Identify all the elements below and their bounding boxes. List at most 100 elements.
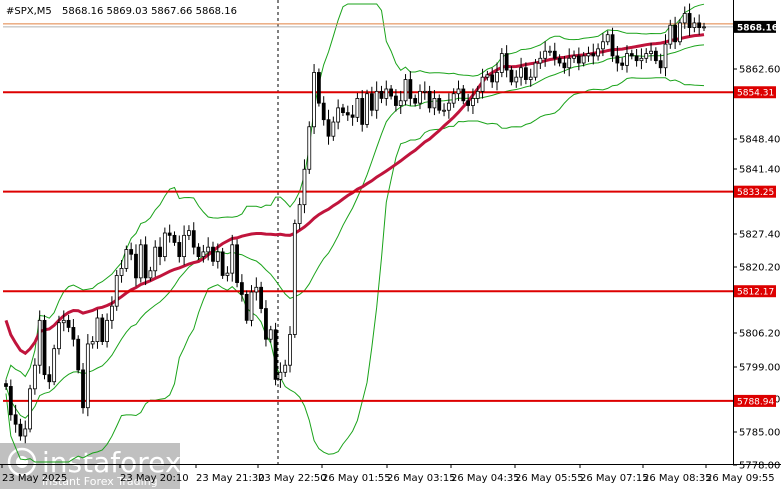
candle — [302, 159, 307, 214]
candle — [187, 225, 191, 241]
candle — [201, 244, 206, 263]
candle-body — [129, 249, 134, 255]
candle-body — [653, 50, 658, 62]
candle-body — [13, 414, 18, 425]
candle — [625, 45, 629, 73]
candle-body — [182, 234, 187, 258]
candle — [350, 105, 355, 126]
candle-body — [114, 275, 119, 307]
candle-body — [403, 79, 408, 102]
candle-body — [273, 329, 278, 380]
candle — [644, 48, 649, 63]
candle-body — [687, 13, 692, 29]
x-tick-label: 26 May 05:55 — [515, 473, 584, 484]
candle-body — [702, 26, 706, 29]
candle-body — [596, 48, 600, 57]
candle — [341, 103, 345, 116]
candle-body — [586, 53, 591, 57]
candle-body — [230, 244, 235, 274]
candle-body — [495, 72, 499, 83]
level-badge-label: 5833.25 — [737, 188, 774, 198]
y-tick-label: 5820.20 — [739, 263, 780, 274]
candle — [264, 300, 268, 347]
x-tick-label: 26 May 09:55 — [706, 473, 775, 484]
chart-header: #SPX,M5 5868.16 5869.03 5867.66 5868.16 — [6, 6, 237, 17]
candle — [692, 17, 697, 33]
candle-body — [326, 119, 331, 137]
candle — [408, 71, 413, 106]
candle-body — [90, 341, 95, 345]
candle — [413, 94, 418, 107]
candle — [687, 3, 692, 37]
candle — [129, 242, 134, 261]
candle-body — [138, 244, 143, 279]
candle-body — [615, 55, 620, 64]
candle-body — [8, 386, 13, 416]
level-badge: 5788.94 — [734, 394, 776, 407]
candle — [615, 46, 620, 72]
candle — [475, 85, 480, 104]
candle — [523, 62, 528, 85]
candle-body — [504, 53, 509, 71]
candle — [514, 70, 519, 88]
candle-body — [552, 50, 557, 59]
candle — [37, 310, 42, 374]
candle — [8, 379, 13, 421]
candle — [576, 47, 581, 71]
x-tick-label: 26 May 08:35 — [643, 473, 712, 484]
candle-body — [307, 126, 312, 170]
candle-body — [201, 251, 206, 258]
bollinger-lower-band — [5, 77, 705, 463]
candle — [456, 80, 461, 101]
candle — [422, 81, 427, 100]
candle — [57, 315, 61, 355]
candle — [528, 68, 533, 87]
candle — [345, 105, 350, 121]
candle — [649, 42, 653, 61]
candle — [172, 231, 177, 246]
candle — [639, 48, 644, 70]
candle — [119, 259, 124, 283]
candle-body — [581, 55, 586, 64]
candle — [76, 335, 81, 374]
candle-body — [471, 98, 475, 106]
candle — [225, 266, 230, 282]
candle-body — [610, 34, 615, 57]
moving-average-line — [4, 33, 705, 356]
candle — [191, 222, 196, 255]
candle-body — [374, 90, 379, 111]
candle — [297, 197, 302, 230]
candle-body — [321, 102, 326, 121]
candle-body — [697, 22, 702, 29]
candle — [495, 62, 499, 91]
candle-body — [538, 57, 543, 64]
symbol-timeframe: #SPX,M5 — [6, 6, 52, 17]
level-badge-label: 5812.17 — [737, 288, 774, 298]
candle-body — [297, 204, 302, 224]
candle-body — [576, 55, 581, 64]
candle-body — [206, 246, 211, 253]
candle — [162, 227, 167, 262]
candle — [321, 96, 326, 126]
candle — [158, 237, 162, 266]
candle-body — [389, 88, 394, 97]
candle — [442, 103, 446, 117]
candle-body — [42, 319, 47, 376]
candle-body — [254, 286, 259, 293]
candle-body — [187, 230, 191, 236]
candle — [490, 67, 495, 88]
candle — [52, 344, 57, 386]
candle — [398, 90, 403, 115]
current-price-badge: 5868.16 — [734, 20, 778, 33]
candle-body — [499, 53, 504, 73]
candle-body — [153, 246, 158, 272]
candle — [365, 89, 369, 128]
candle — [254, 277, 259, 301]
candle — [634, 48, 639, 67]
candle-body — [644, 53, 649, 59]
candle — [244, 290, 249, 324]
candle — [394, 89, 398, 112]
y-tick-label: 5841.40 — [739, 165, 780, 176]
candle-body — [663, 43, 668, 69]
